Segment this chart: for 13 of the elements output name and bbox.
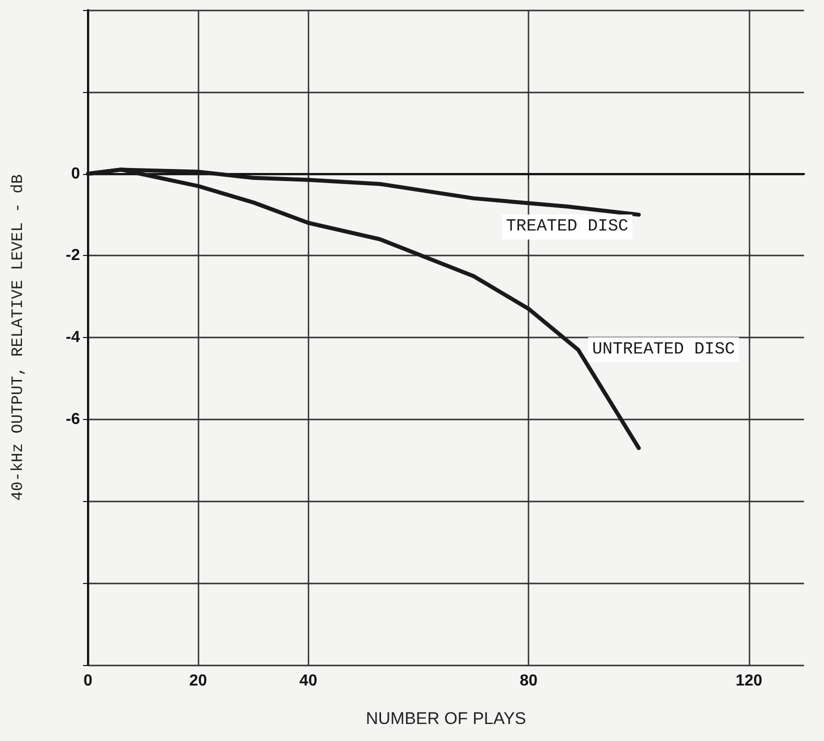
x-tick-label: 0 — [84, 672, 93, 690]
x-tick-label: 80 — [520, 672, 538, 690]
x-tick-label: 20 — [189, 672, 208, 690]
y-tick-label: -6 — [66, 410, 80, 428]
series-label: TREATED DISC — [506, 218, 628, 236]
y-tick-label: -4 — [66, 329, 80, 346]
x-tick-label: 120 — [736, 672, 762, 690]
y-tick-label: 0 — [71, 165, 80, 182]
series-label: UNTREATED DISC — [592, 340, 736, 360]
y-axis-title: 40-kHz OUTPUT, RELATIVE LEVEL - dB — [9, 174, 27, 501]
y-tick-label: -2 — [66, 247, 80, 264]
x-tick-label: 40 — [299, 672, 318, 690]
x-axis-title: NUMBER OF PLAYS — [366, 709, 526, 728]
